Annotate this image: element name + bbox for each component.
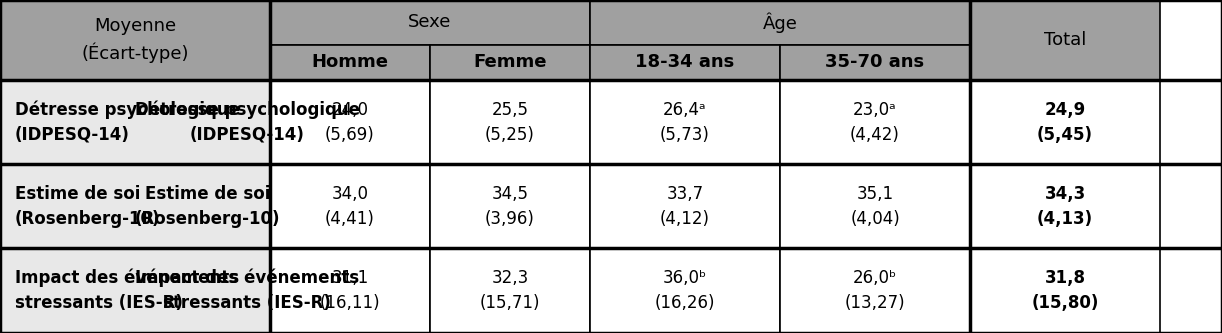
Bar (270, 248, 430, 333)
Bar (590, 80, 780, 164)
Text: Femme: Femme (473, 53, 546, 72)
Text: 18-34 ans: 18-34 ans (635, 53, 734, 72)
Text: 26,0ᵇ
(13,27): 26,0ᵇ (13,27) (844, 269, 906, 312)
Text: Moyenne
(Écart-type): Moyenne (Écart-type) (81, 17, 188, 63)
Text: 35,1
(4,04): 35,1 (4,04) (851, 185, 899, 228)
Bar (430, 45, 590, 80)
Bar (270, 164, 430, 248)
Bar (430, 248, 590, 333)
Bar (270, 0, 590, 45)
Text: Total: Total (1044, 31, 1086, 49)
Text: Estime de soi
(Rosenberg-10): Estime de soi (Rosenberg-10) (134, 185, 281, 228)
Bar (430, 164, 590, 248)
Bar (0, 248, 270, 333)
Text: 34,0
(4,41): 34,0 (4,41) (325, 185, 375, 228)
Bar (590, 45, 780, 80)
Bar (590, 164, 780, 248)
Bar (0, 80, 270, 164)
Bar (0, 164, 270, 248)
Text: 33,7
(4,12): 33,7 (4,12) (660, 185, 710, 228)
Text: 26,4ᵃ
(5,73): 26,4ᵃ (5,73) (660, 101, 710, 144)
Text: 31,1
(16,11): 31,1 (16,11) (320, 269, 380, 312)
Bar (0, 80, 270, 164)
Bar (780, 80, 970, 164)
Bar (970, 248, 1160, 333)
Bar (0, 248, 270, 333)
Bar (590, 248, 780, 333)
Text: 24,0
(5,69): 24,0 (5,69) (325, 101, 375, 144)
Bar (780, 164, 970, 248)
Bar (970, 164, 1160, 248)
Bar (270, 45, 430, 80)
Bar (430, 80, 590, 164)
Bar (970, 80, 1160, 164)
Bar (780, 45, 970, 80)
Bar (0, 0, 270, 80)
Bar (0, 164, 270, 248)
Bar (780, 248, 970, 333)
Text: 25,5
(5,25): 25,5 (5,25) (485, 101, 535, 144)
Text: 36,0ᵇ
(16,26): 36,0ᵇ (16,26) (655, 269, 715, 312)
Text: 35-70 ans: 35-70 ans (825, 53, 925, 72)
Text: 34,3
(4,13): 34,3 (4,13) (1037, 185, 1092, 228)
Text: 31,8
(15,80): 31,8 (15,80) (1031, 269, 1099, 312)
Text: Estime de soi
(Rosenberg-10): Estime de soi (Rosenberg-10) (15, 185, 160, 228)
Bar (270, 80, 430, 164)
Text: 24,9
(5,45): 24,9 (5,45) (1037, 101, 1092, 144)
Text: 34,5
(3,96): 34,5 (3,96) (485, 185, 535, 228)
Text: Âge: Âge (763, 12, 798, 33)
Text: Détresse psychologique
(IDPESQ-14): Détresse psychologique (IDPESQ-14) (134, 100, 360, 144)
Text: Impact des événements
stressants (IES-R): Impact des événements stressants (IES-R) (134, 269, 359, 312)
Bar (970, 0, 1160, 80)
Text: 32,3
(15,71): 32,3 (15,71) (480, 269, 540, 312)
Bar (590, 0, 970, 45)
Text: Sexe: Sexe (408, 13, 452, 32)
Text: 23,0ᵃ
(4,42): 23,0ᵃ (4,42) (851, 101, 899, 144)
Text: Homme: Homme (312, 53, 389, 72)
Text: Impact des événements
stressants (IES-R): Impact des événements stressants (IES-R) (15, 269, 238, 312)
Text: Détresse psychologique
(IDPESQ-14): Détresse psychologique (IDPESQ-14) (15, 100, 240, 144)
